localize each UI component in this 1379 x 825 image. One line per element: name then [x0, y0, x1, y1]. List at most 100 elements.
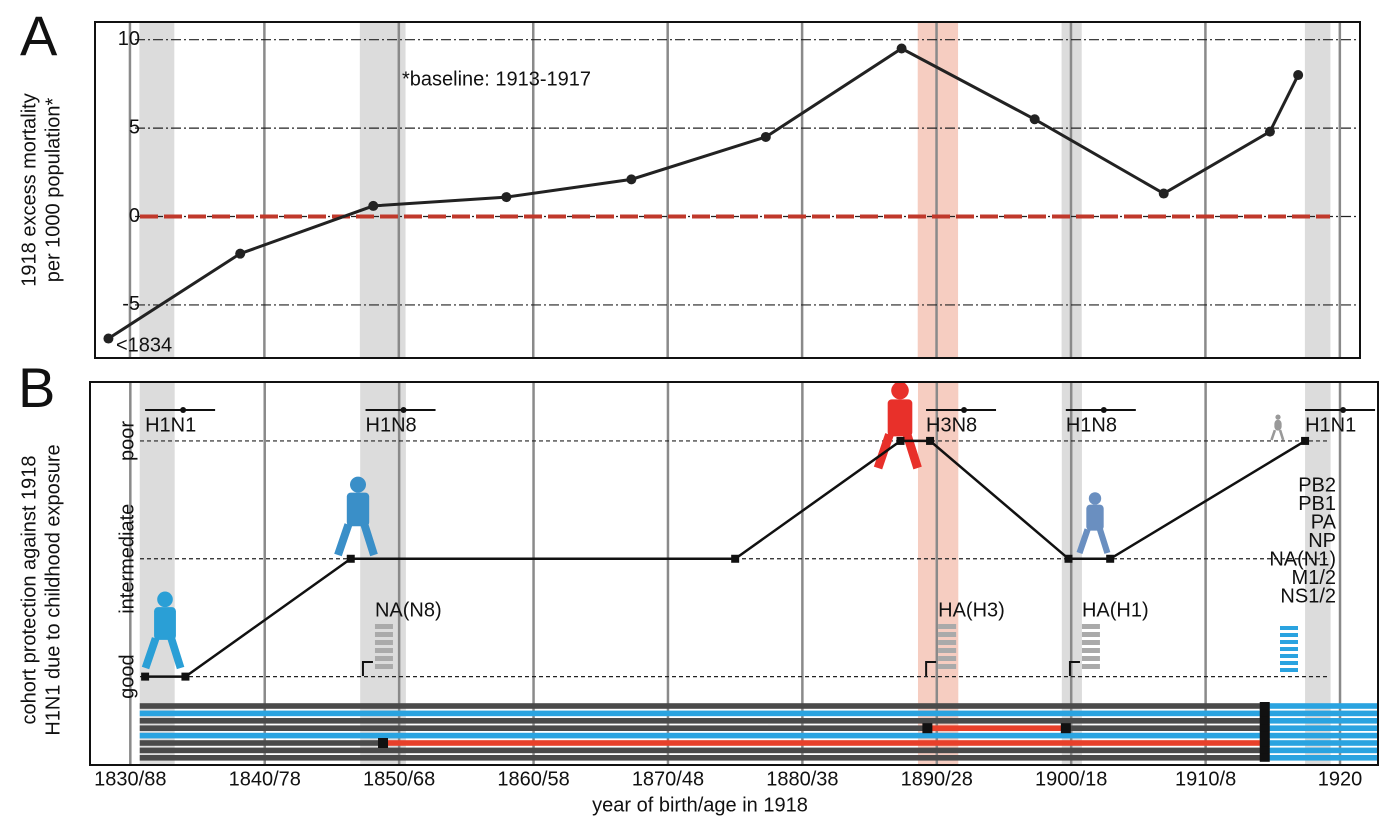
x-tick-label: 1850/68: [363, 768, 435, 790]
protection-point: [926, 436, 935, 445]
gene-segment: [1065, 725, 1265, 731]
gene-segment: [1264, 718, 1379, 724]
gene-label: M1/2: [1292, 567, 1336, 589]
gene-segment: [1264, 725, 1379, 731]
y-tick-label: 5: [129, 116, 140, 138]
gene-arrow: [925, 661, 937, 676]
gene-icon: [1081, 648, 1100, 653]
gene-label: HA(H3): [938, 599, 1005, 621]
subtype-dot: [961, 407, 968, 413]
gene-segment: [139, 732, 1265, 739]
exposure-band: [917, 382, 959, 765]
y-axis-label: per 1000 population*: [42, 97, 64, 282]
y-axis-label: 1918 excess mortality: [18, 93, 40, 286]
person-body: [1274, 419, 1282, 431]
data-point: [368, 200, 379, 211]
x-tick-label: 1920: [1318, 768, 1363, 790]
gene-icon: [374, 648, 393, 653]
data-point: [235, 248, 246, 259]
subtype-dot: [180, 407, 187, 413]
protection-line: [145, 439, 1306, 678]
x-tick-label: 1880/38: [766, 768, 838, 790]
gene-icon: [1280, 661, 1298, 665]
y-axis-label: H1N1 due to childhood exposure: [42, 444, 64, 735]
person-icon: [1076, 492, 1111, 555]
exposure-band: [139, 22, 175, 358]
person-head: [891, 381, 909, 400]
gene-segment: [1264, 740, 1379, 746]
person-legs: [141, 637, 185, 670]
reassortment-marker: [1259, 709, 1270, 718]
person-icon: [141, 591, 185, 670]
gene-segment: [1264, 710, 1379, 717]
gene-segment: [139, 740, 384, 746]
gene-segment: [1264, 703, 1379, 709]
protection-point: [181, 672, 190, 681]
gene-label: NA(N1): [1269, 548, 1336, 570]
person-body: [887, 399, 913, 437]
gene-icon: [1280, 626, 1298, 630]
reassortment-marker: [1259, 746, 1270, 755]
data-point: [501, 192, 512, 203]
x-tick-label: 1870/48: [632, 768, 704, 790]
reassortment-marker: [1259, 731, 1270, 740]
gene-icon: [1081, 640, 1100, 645]
x-axis-label: year of birth/age in 1918: [592, 794, 808, 816]
gene-segment: [1264, 732, 1379, 739]
person-head: [1088, 492, 1102, 505]
point-label: <1834: [116, 334, 172, 356]
gene-segment: [139, 755, 1265, 761]
gene-icon: [1081, 656, 1100, 661]
reassortment-marker: [1259, 739, 1270, 747]
reassortment-marker: [1259, 753, 1270, 762]
subtype-label: H1N8: [1066, 414, 1117, 436]
exposure-band: [1304, 22, 1331, 358]
subtype-label: H3N8: [926, 414, 977, 436]
panel-letter: B: [18, 356, 55, 419]
person-icon: [1270, 414, 1285, 441]
exposure-band: [139, 382, 175, 765]
data-point: [626, 174, 637, 185]
gene-icon: [1280, 668, 1298, 672]
reassortment-marker: [1259, 702, 1270, 710]
data-point: [1158, 188, 1169, 199]
y-tick-label: poor: [116, 421, 138, 461]
gene-icon: [374, 632, 393, 637]
gene-icon: [938, 648, 957, 653]
y-tick-label: 0: [129, 205, 140, 227]
gene-label: PA: [1311, 511, 1337, 533]
person-legs: [334, 523, 378, 557]
gene-icon: [374, 664, 393, 669]
reassortment-marker: [378, 738, 389, 748]
y-axis-label: cohort protection against 1918: [18, 455, 40, 724]
protection-point: [346, 554, 355, 563]
gene-icon: [1280, 647, 1298, 651]
gene-segment: [139, 703, 1265, 709]
subtype-dot: [1340, 407, 1347, 413]
x-tick-label: 1860/58: [497, 768, 569, 790]
gene-arrow: [1068, 661, 1080, 676]
gene-label: NP: [1308, 530, 1336, 552]
gene-icon: [374, 656, 393, 661]
gene-icon: [374, 640, 393, 645]
subtype-dot: [400, 407, 407, 413]
gene-arrow: [361, 661, 373, 676]
reassortment-marker: [922, 723, 933, 734]
gene-icon: [938, 656, 957, 661]
gene-icon: [1081, 632, 1100, 637]
gene-segment: [927, 725, 1066, 731]
gene-label: HA(H1): [1082, 599, 1149, 621]
gene-icon: [938, 624, 957, 629]
gene-icon: [374, 624, 393, 629]
panel-letter: A: [20, 4, 58, 67]
gene-segment: [139, 747, 1265, 754]
data-point: [1029, 114, 1040, 125]
subtype-dot: [1100, 407, 1107, 413]
person-legs: [1270, 429, 1285, 441]
exposure-band: [1305, 382, 1331, 765]
data-point: [1293, 70, 1304, 81]
data-point: [760, 131, 771, 142]
gene-icon: [1280, 640, 1298, 644]
reassortment-marker: [1060, 723, 1071, 734]
